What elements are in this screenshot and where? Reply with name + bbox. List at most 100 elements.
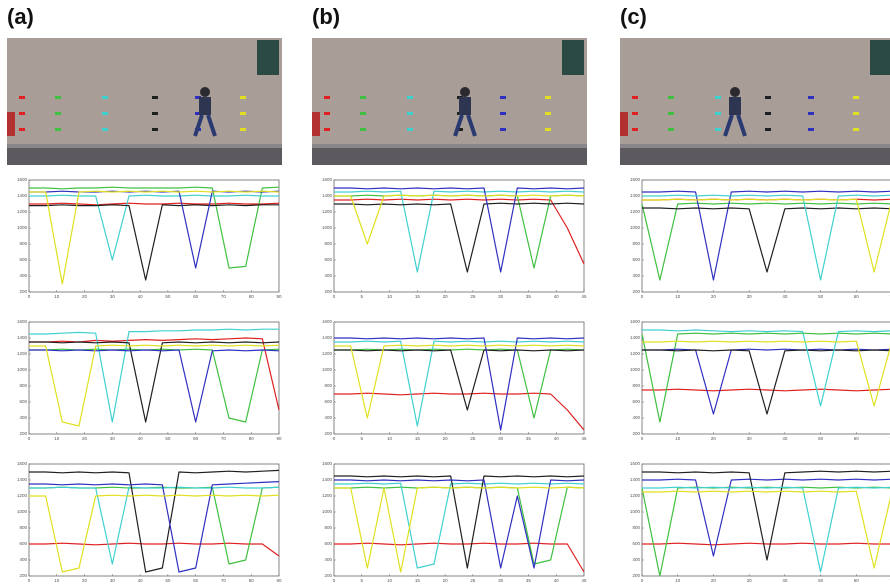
marker-dot [195, 112, 201, 115]
y-tick-label: 1600 [630, 461, 641, 466]
x-tick-label: 50 [165, 294, 171, 299]
y-tick-label: 800 [632, 383, 640, 388]
x-tick-label: 40 [782, 436, 788, 441]
x-tick-label: 70 [221, 294, 227, 299]
y-tick-label: 1400 [630, 335, 641, 340]
x-tick-label: 20 [711, 294, 717, 299]
y-tick-label: 400 [632, 415, 640, 420]
y-tick-label: 400 [632, 273, 640, 278]
y-tick-label: 1000 [322, 225, 333, 230]
y-tick-label: 1200 [322, 209, 333, 214]
marker-dot [102, 128, 108, 131]
x-tick-label: 60 [193, 578, 199, 583]
y-tick-label: 400 [19, 273, 27, 278]
plot-frame [641, 321, 890, 435]
y-tick-label: 1200 [322, 351, 333, 356]
marker-dot [55, 96, 61, 99]
x-tick-label: 20 [82, 578, 88, 583]
marker-dot [808, 112, 814, 115]
x-tick-label: 15 [415, 436, 421, 441]
y-tick-label: 1600 [322, 319, 333, 324]
series-line [334, 486, 585, 573]
photo [7, 38, 282, 165]
red-object [620, 112, 628, 136]
x-tick-label: 30 [110, 436, 116, 441]
x-tick-label: 10 [54, 436, 60, 441]
series-line [334, 482, 585, 569]
series-line [29, 542, 280, 557]
y-tick-label: 1000 [322, 367, 333, 372]
series-line [642, 190, 890, 281]
series-line [642, 490, 890, 569]
series-line [29, 486, 280, 565]
person-legs [453, 114, 477, 137]
series-line [642, 542, 890, 546]
x-tick-label: 40 [782, 578, 788, 583]
curb [7, 144, 282, 148]
marker-dot [152, 112, 158, 115]
person-body [729, 97, 741, 115]
y-tick-label: 600 [632, 257, 640, 262]
x-tick-label: 30 [110, 578, 116, 583]
x-tick-label: 0 [28, 294, 31, 299]
x-tick-label: 20 [711, 436, 717, 441]
y-tick-label: 1600 [322, 461, 333, 466]
y-tick-label: 1000 [17, 225, 28, 230]
x-tick-label: 60 [854, 578, 860, 583]
series-line [29, 344, 280, 427]
x-tick-label: 40 [138, 436, 144, 441]
y-tick-label: 1400 [17, 477, 28, 482]
x-tick-label: 45 [581, 294, 587, 299]
series-line [642, 348, 890, 415]
marker-dot [407, 128, 413, 131]
y-tick-label: 400 [19, 415, 27, 420]
pavement [7, 148, 282, 165]
y-tick-label: 1600 [17, 177, 28, 182]
x-tick-label: 20 [711, 578, 717, 583]
y-tick-label: 600 [324, 399, 332, 404]
door [562, 40, 584, 75]
series-line [334, 348, 585, 419]
y-tick-label: 800 [19, 525, 27, 530]
x-tick-label: 0 [333, 436, 336, 441]
x-tick-label: 0 [333, 294, 336, 299]
series-line [334, 475, 585, 569]
x-tick-label: 10 [54, 294, 60, 299]
y-tick-label: 1000 [17, 367, 28, 372]
person-body [199, 97, 211, 115]
red-object [312, 112, 320, 136]
y-tick-label: 1400 [630, 193, 641, 198]
pavement [312, 148, 587, 165]
marker-dot [19, 112, 25, 115]
x-tick-label: 70 [221, 436, 227, 441]
x-tick-label: 0 [28, 436, 31, 441]
y-tick-label: 1200 [17, 209, 28, 214]
y-tick-label: 600 [632, 541, 640, 546]
x-tick-label: 50 [818, 436, 824, 441]
marker-dot [360, 112, 366, 115]
x-tick-label: 30 [747, 294, 753, 299]
person-head [200, 87, 210, 97]
y-tick-label: 800 [19, 383, 27, 388]
marker-dot [632, 128, 638, 131]
marker-dot [500, 112, 506, 115]
series-line [334, 542, 585, 573]
x-tick-label: 80 [249, 294, 255, 299]
y-tick-label: 1200 [322, 493, 333, 498]
y-tick-label: 1200 [630, 493, 641, 498]
marker-dot [853, 96, 859, 99]
x-tick-label: 50 [818, 294, 824, 299]
x-tick-label: 0 [641, 578, 644, 583]
marker-dot [545, 112, 551, 115]
x-tick-label: 70 [221, 578, 227, 583]
series-line [29, 348, 280, 423]
series-line [334, 187, 585, 273]
marker-dot [500, 128, 506, 131]
y-tick-label: 1000 [630, 509, 641, 514]
x-tick-label: 50 [818, 578, 824, 583]
y-tick-label: 1200 [17, 351, 28, 356]
door [870, 40, 890, 75]
x-tick-label: 40 [138, 294, 144, 299]
marker-dot [545, 128, 551, 131]
